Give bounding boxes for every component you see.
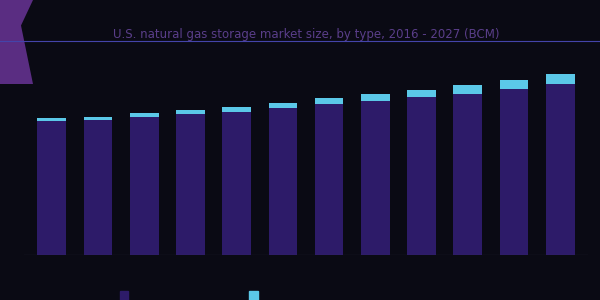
Bar	[454, 94, 482, 255]
Bar	[223, 112, 251, 255]
Bar	[130, 117, 158, 255]
Bar	[361, 101, 389, 255]
Bar	[361, 94, 389, 101]
Text: U.S. natural gas storage market size, by type, 2016 - 2027 (BCM): U.S. natural gas storage market size, by…	[113, 28, 499, 41]
Bar	[546, 85, 575, 255]
Bar	[407, 90, 436, 97]
Bar	[500, 89, 529, 255]
Bar	[37, 121, 66, 255]
Bar	[176, 114, 205, 255]
Bar	[37, 118, 66, 121]
Bar	[130, 113, 158, 117]
Bar	[176, 110, 205, 114]
Bar	[315, 98, 343, 104]
Bar	[500, 80, 529, 89]
Bar	[315, 104, 343, 255]
Bar	[223, 107, 251, 112]
Legend: Underground Storage, LNG Storage: Underground Storage, LNG Storage	[116, 287, 327, 300]
Bar	[269, 108, 297, 255]
Bar	[454, 85, 482, 94]
Bar	[269, 103, 297, 108]
Bar	[546, 74, 575, 85]
Bar	[83, 120, 112, 255]
Bar	[83, 117, 112, 120]
Bar	[407, 97, 436, 255]
